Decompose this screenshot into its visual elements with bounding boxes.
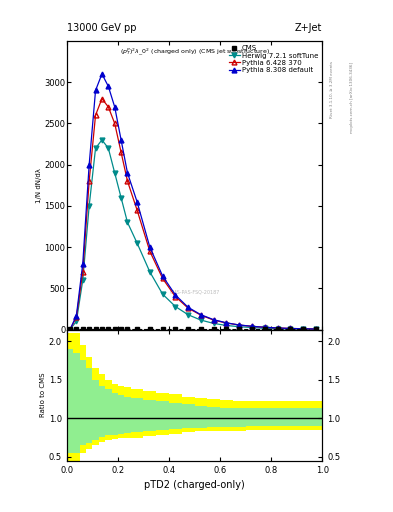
Text: 13000 GeV pp: 13000 GeV pp	[67, 23, 136, 33]
Text: mcplots.cern.ch [arXiv:1306.3436]: mcplots.cern.ch [arXiv:1306.3436]	[350, 61, 354, 133]
Text: CMS-PAS-FSQ-20187: CMS-PAS-FSQ-20187	[169, 290, 220, 295]
X-axis label: pTD2 (charged-only): pTD2 (charged-only)	[144, 480, 245, 490]
Y-axis label: 1/N dN/dλ: 1/N dN/dλ	[35, 168, 42, 203]
Legend: CMS, Herwig 7.2.1 softTune, Pythia 6.428 370, Pythia 8.308 default: CMS, Herwig 7.2.1 softTune, Pythia 6.428…	[227, 43, 320, 75]
Text: Rivet 3.1.10, ≥ 3.2M events: Rivet 3.1.10, ≥ 3.2M events	[330, 61, 334, 118]
Text: Z+Jet: Z+Jet	[295, 23, 322, 33]
Text: $(p_T^P)^2\lambda\_0^2$ (charged only) (CMS jet substructure): $(p_T^P)^2\lambda\_0^2$ (charged only) (…	[119, 47, 270, 57]
Y-axis label: Ratio to CMS: Ratio to CMS	[40, 373, 46, 417]
